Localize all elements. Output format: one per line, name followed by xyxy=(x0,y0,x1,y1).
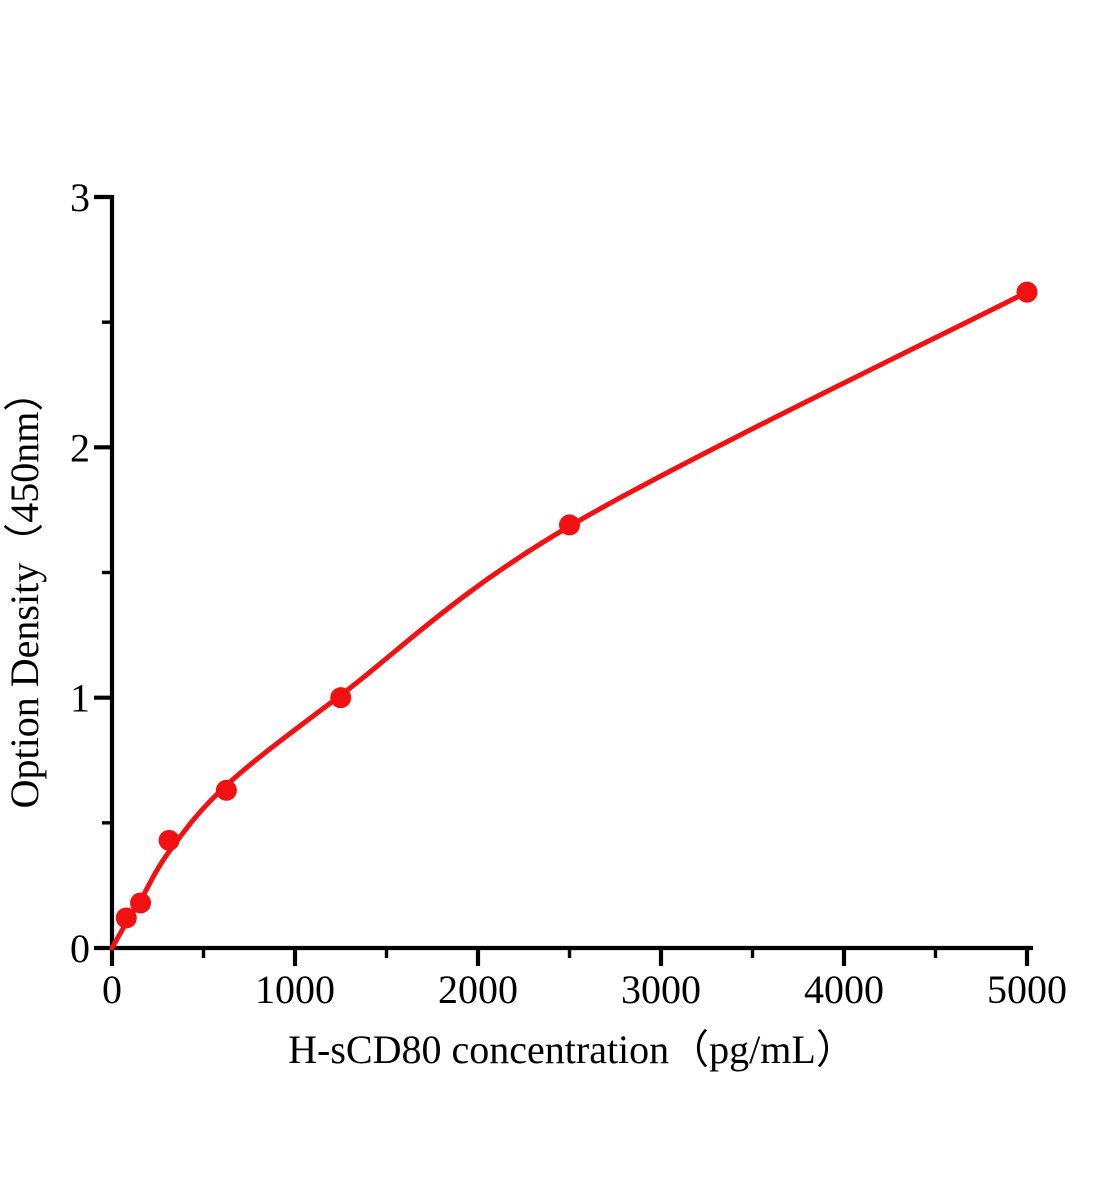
x-tick-label: 2000 xyxy=(438,967,518,1012)
data-point xyxy=(130,892,152,914)
data-point xyxy=(559,514,580,536)
x-tick-label: 0 xyxy=(102,967,122,1012)
y-tick-label: 1 xyxy=(70,676,90,721)
data-point xyxy=(215,779,237,801)
y-axis-title: Option Density（450nm） xyxy=(2,372,47,809)
fitted-curve-path xyxy=(109,289,1030,951)
data-point xyxy=(330,687,352,709)
x-axis-title: H-sCD80 concentration（pg/mL） xyxy=(288,1027,856,1072)
x-tick-label: 1000 xyxy=(255,967,335,1012)
y-tick-label: 0 xyxy=(70,926,90,971)
x-tick-label: 5000 xyxy=(987,967,1067,1012)
y-tick-label: 3 xyxy=(70,175,90,220)
y-axis-tick-labels: 0 1 2 3 xyxy=(70,175,90,971)
x-tick-label: 4000 xyxy=(804,967,884,1012)
fitted-curve-layer xyxy=(109,289,1030,951)
x-axis-ticks xyxy=(109,948,1030,966)
x-axis-tick-labels: 0 1000 2000 3000 4000 5000 xyxy=(102,967,1067,1012)
data-points-layer xyxy=(115,281,1038,929)
data-point xyxy=(158,829,180,851)
data-point xyxy=(1016,281,1038,303)
x-tick-label: 3000 xyxy=(621,967,701,1012)
data-point xyxy=(115,907,137,929)
y-axis-ticks xyxy=(94,194,112,951)
y-tick-label: 2 xyxy=(70,425,90,470)
